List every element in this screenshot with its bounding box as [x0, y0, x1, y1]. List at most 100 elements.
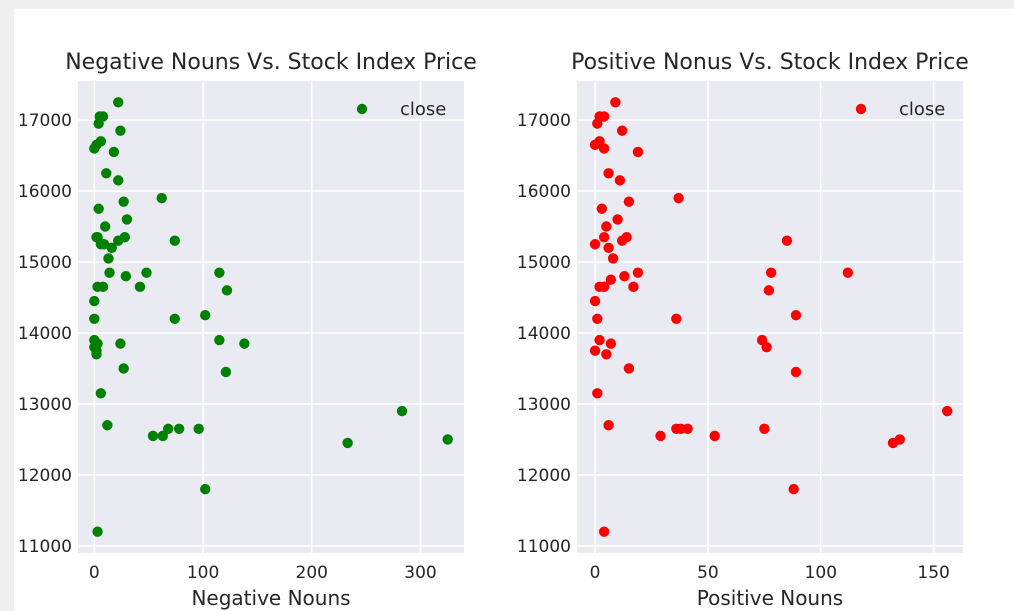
data-point	[99, 221, 111, 232]
data-point	[214, 334, 225, 346]
data-point	[200, 310, 211, 321]
data-point	[442, 434, 453, 445]
chart-title: Positive Nonus Vs. Stock Index Price	[571, 50, 969, 75]
data-point	[605, 274, 617, 285]
data-point	[589, 295, 601, 307]
data-point	[790, 366, 802, 378]
data-point	[147, 430, 159, 442]
data-point	[89, 313, 100, 324]
y-tick-label: 13000	[517, 395, 571, 415]
data-point	[134, 281, 146, 293]
data-point	[589, 239, 601, 250]
data-point	[763, 285, 775, 296]
data-point	[89, 295, 100, 307]
chart-title: Negative Nouns Vs. Stock Index Price	[65, 50, 477, 75]
data-point	[101, 168, 112, 179]
data-point	[115, 125, 126, 136]
data-point	[759, 423, 770, 434]
data-point	[616, 235, 628, 246]
data-point	[673, 192, 684, 204]
data-point	[592, 313, 603, 324]
x-tick-label: 50	[697, 563, 719, 583]
data-point	[239, 338, 250, 349]
data-point	[598, 526, 610, 537]
data-point	[788, 483, 799, 495]
y-tick-label: 12000	[18, 466, 72, 486]
data-point	[103, 253, 114, 264]
data-point	[601, 349, 612, 360]
x-axis-label: Positive Nouns	[697, 586, 843, 610]
x-tick-label: 100	[805, 563, 837, 583]
x-tick-label: 0	[89, 563, 100, 583]
data-point	[941, 405, 953, 417]
y-tick-label: 11000	[18, 537, 72, 557]
data-point	[115, 338, 126, 349]
data-point	[682, 423, 693, 434]
data-point	[781, 235, 793, 246]
y-tick-label: 14000	[18, 324, 72, 344]
data-point	[104, 267, 115, 278]
y-tick-label: 16000	[18, 182, 72, 202]
x-tick-label: 0	[590, 563, 601, 583]
data-point	[887, 437, 899, 449]
data-point	[93, 118, 104, 129]
data-point	[102, 420, 113, 431]
y-tick-label: 13000	[18, 395, 72, 415]
data-point	[396, 405, 408, 417]
data-point	[619, 270, 630, 282]
data-point	[594, 334, 605, 346]
data-point	[616, 125, 628, 136]
data-point	[623, 196, 635, 207]
data-point	[221, 285, 233, 296]
data-point	[671, 313, 682, 324]
data-point	[596, 203, 608, 214]
data-point	[671, 423, 682, 434]
y-tick-label: 15000	[517, 253, 571, 273]
plot-area-1	[78, 81, 464, 553]
data-point	[193, 423, 204, 434]
data-point	[118, 196, 129, 207]
data-point	[95, 388, 107, 399]
data-point	[607, 253, 619, 264]
legend-label: close	[899, 99, 945, 120]
data-point	[118, 363, 129, 374]
data-point	[214, 267, 225, 278]
data-point	[610, 97, 621, 108]
data-point	[598, 231, 610, 243]
data-point	[592, 388, 603, 399]
data-point	[598, 281, 610, 293]
data-point	[119, 231, 130, 243]
y-tick-label: 17000	[18, 111, 72, 131]
figure: 0 100 200 300 11000 12000 13000 14000 15000 16000…	[14, 9, 1014, 611]
data-point	[106, 242, 117, 253]
data-point	[95, 239, 107, 250]
legend-label: close	[400, 99, 446, 120]
data-point	[163, 423, 174, 434]
y-tick-label: 14000	[517, 324, 571, 344]
data-point	[601, 221, 612, 232]
legend-marker	[855, 103, 867, 115]
data-point	[761, 341, 772, 353]
data-point	[200, 483, 211, 495]
data-point	[173, 423, 185, 434]
data-point	[141, 267, 152, 278]
data-point	[589, 345, 601, 356]
y-tick-label: 15000	[18, 253, 72, 273]
x-tick-label: 200	[296, 563, 328, 583]
data-point	[603, 242, 614, 253]
data-point	[598, 143, 610, 154]
data-point	[765, 267, 777, 278]
data-point	[655, 430, 666, 442]
data-point	[605, 338, 617, 349]
data-point	[156, 192, 167, 204]
data-point	[91, 349, 102, 360]
data-point	[113, 97, 124, 108]
data-point	[592, 118, 603, 129]
data-point	[89, 143, 100, 154]
data-point	[92, 526, 103, 537]
y-tick-label: 16000	[517, 182, 571, 202]
data-point	[632, 146, 644, 158]
data-point	[603, 420, 614, 431]
data-point	[603, 168, 614, 179]
data-point	[120, 270, 132, 282]
